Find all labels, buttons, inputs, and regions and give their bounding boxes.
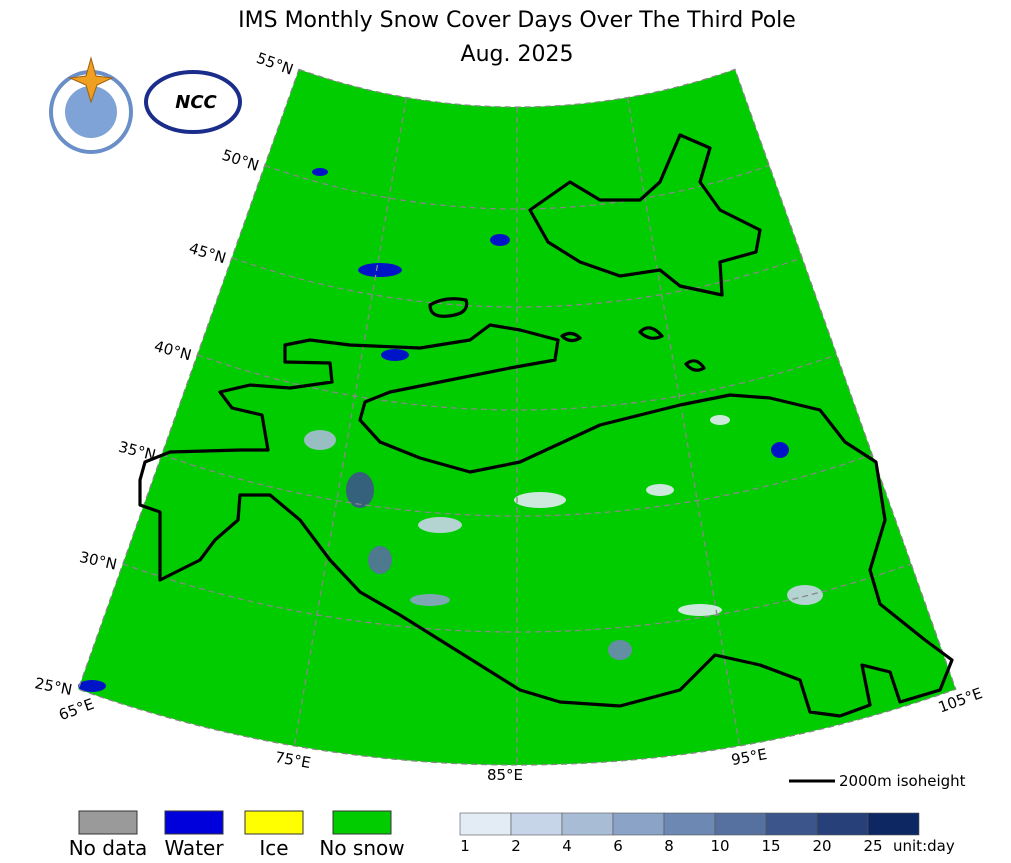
longitude-label: 85°E [487, 766, 523, 784]
snow-cover-patch [312, 168, 328, 176]
snow-cover-patch [490, 234, 510, 246]
latitude-label: 25°N [33, 674, 74, 699]
legend-label: Ice [259, 836, 288, 860]
isoheight-contours [138, 133, 954, 718]
snow-cover-patch [304, 430, 336, 450]
colorbar-segment [459, 812, 512, 836]
colorbar-tick-label: 1 [460, 837, 470, 855]
legend-swatch [244, 810, 304, 835]
longitude-label: 95°E [730, 745, 769, 769]
snow-cover-patch [368, 546, 392, 574]
colorbar-segment [510, 812, 563, 836]
snow-cover-patch [710, 415, 730, 425]
latitude-label: 30°N [78, 548, 119, 574]
legend: No data Water Ice No snow [69, 810, 405, 860]
svg-text:NCC: NCC [175, 92, 217, 113]
map-border [77, 68, 957, 766]
colorbar-segment [714, 812, 767, 836]
colorbar-tick-label: 10 [710, 837, 729, 855]
snow-cover-patch [608, 640, 632, 660]
colorbar-segment [867, 812, 920, 836]
snow-cover-patch [410, 594, 450, 606]
snow-cover-patch [78, 680, 106, 692]
snow-cover-patch [678, 604, 722, 616]
colorbar-tick-label: 6 [613, 837, 623, 855]
latitude-label: 40°N [152, 337, 193, 364]
logos: NCC [49, 56, 242, 154]
isoheight-label: 2000m isoheight [839, 772, 966, 790]
colorbar-tick-label: 25 [863, 837, 882, 855]
latitude-label: 50°N [220, 146, 262, 175]
colorbar-segment [765, 812, 818, 836]
colorbar-segment [816, 812, 869, 836]
colorbar-segment [561, 812, 614, 836]
colorbar-tick-label: 2 [511, 837, 521, 855]
longitude-label: 65°E [56, 695, 96, 724]
map [77, 68, 957, 766]
snow-cover-patch [514, 492, 566, 508]
colorbar-segment [663, 812, 716, 836]
colorbar: 1 2 4 6 8 10 15 20 25 unit:day [459, 812, 955, 855]
colorbar-tick-label: 8 [664, 837, 674, 855]
snow-cover-patch [358, 263, 402, 277]
legend-label: No snow [319, 836, 404, 860]
snow-cover-patch [646, 484, 674, 496]
map-subtitle: Aug. 2025 [461, 42, 574, 67]
colorbar-unit: unit:day [893, 837, 955, 855]
map-title: IMS Monthly Snow Cover Days Over The Thi… [238, 8, 796, 33]
latitude-label: 55°N [254, 49, 296, 79]
snow-cover-patch [418, 517, 462, 533]
snow-cover-patch [381, 349, 409, 361]
legend-swatch [332, 810, 392, 835]
colorbar-tick-label: 20 [812, 837, 831, 855]
legend-swatch [164, 810, 224, 835]
latitude-line [161, 454, 873, 517]
snow-cover-patch [346, 472, 374, 508]
colorbar-segment [612, 812, 665, 836]
latitude-label: 35°N [117, 438, 158, 465]
snow-cover-patch [787, 585, 823, 605]
colorbar-tick-label: 4 [562, 837, 572, 855]
latitude-label: 45°N [187, 239, 228, 267]
legend-label: Water [164, 836, 224, 860]
colorbar-tick-label: 15 [761, 837, 780, 855]
legend-label: No data [69, 836, 148, 860]
legend-swatch [78, 810, 138, 835]
snow-cover-patch [771, 442, 789, 458]
longitude-label: 75°E [274, 748, 313, 772]
